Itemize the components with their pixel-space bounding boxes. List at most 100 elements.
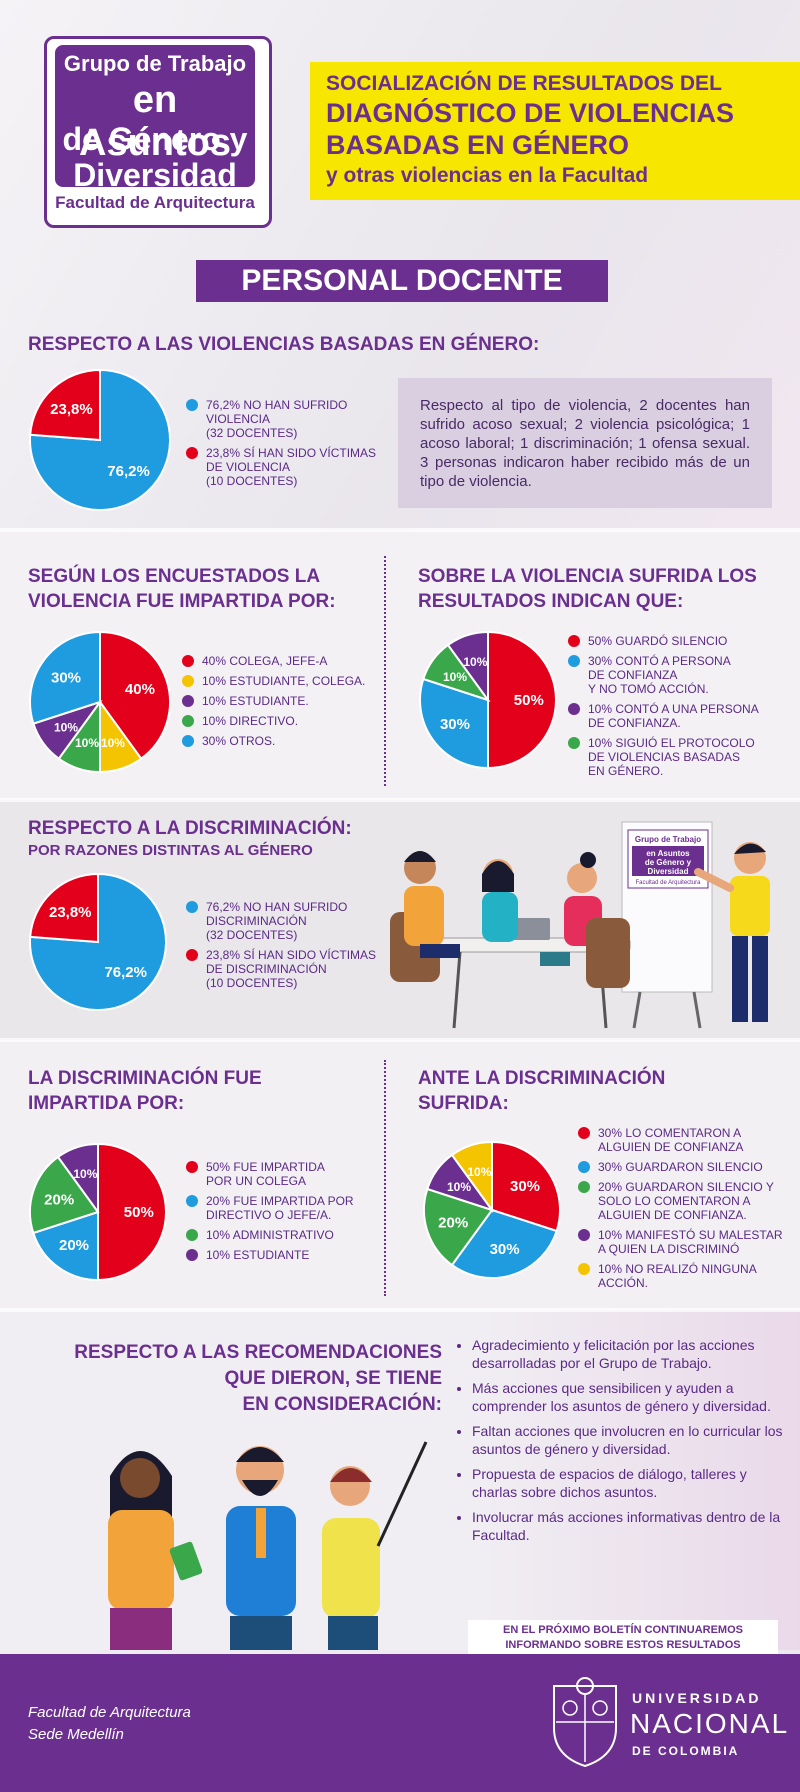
recommendations-heading-line-3: EN CONSIDERACIÓN:: [242, 1394, 442, 1415]
banner-line-4: y otras violencias en la Facultad: [326, 164, 649, 187]
table-leg: [452, 951, 462, 1029]
pie-slice: [29, 872, 167, 1011]
woman-2-top: [322, 1518, 380, 1618]
dotted-divider: [384, 556, 386, 786]
pie-slice: [450, 1208, 558, 1279]
board-logo-line-1: Grupo de Trabajo: [635, 835, 701, 844]
board-logo-badge: [632, 846, 704, 876]
banner-line-1: SOCIALIZACIÓN DE RESULTADOS DEL: [326, 72, 722, 95]
legend-swatch: [182, 735, 194, 747]
pie-slice: [419, 677, 489, 770]
legend-label: 30% LO COMENTARON A ALGUIEN DE CONFIANZA: [598, 1126, 744, 1154]
legend-item: 10% ESTUDIANTE: [186, 1248, 376, 1262]
recommendations-heading-line-2: QUE DIERON, SE TIENE: [224, 1368, 442, 1389]
legend-label: 10% DIRECTIVO.: [202, 714, 299, 728]
man-jacket: [226, 1506, 296, 1616]
pie-slice: [491, 1140, 561, 1233]
person-1-shirt: [404, 886, 444, 946]
campus-name: Sede Medellín: [28, 1726, 124, 1743]
legend-swatch: [568, 655, 580, 667]
man-pants: [230, 1616, 292, 1650]
pie-slice: [99, 630, 171, 761]
discriminacion-pie-chart: 76,2% 23,8%: [29, 872, 167, 1011]
pointer-stick: [376, 1441, 428, 1547]
pie-data-label: 20%: [44, 1191, 74, 1208]
disc-sufrida-heading-line-2: SUFRIDA:: [418, 1093, 509, 1114]
legend-item: 10% ESTUDIANTE, COLEGA.: [182, 674, 372, 688]
legend-label: 10% CONTÓ A UNA PERSONA DE CONFIANZA.: [588, 702, 759, 730]
board-logo-line-5: Facultad de Arquitectura: [635, 880, 701, 886]
legend-swatch: [578, 1263, 590, 1275]
person-2-shirt: [482, 892, 518, 942]
people-illustration: [108, 1441, 428, 1650]
legend-label: 76,2% NO HAN SUFRIDO VIOLENCIA (32 DOCEN…: [206, 398, 348, 440]
recommendation-item: Involucrar más acciones informativas den…: [472, 1508, 792, 1544]
pie-slice: [450, 1140, 493, 1214]
legend-swatch: [186, 901, 198, 913]
section-title: PERSONAL DOCENTE: [196, 260, 608, 302]
banner-line-2: DIAGNÓSTICO DE VIOLENCIAS: [326, 98, 735, 128]
section-divider: [0, 1038, 800, 1042]
legend-label: 10% ESTUDIANTE: [206, 1248, 310, 1262]
recommendations-heading-line-1: RESPECTO A LAS RECOMENDACIONES: [74, 1342, 442, 1363]
legend-item: 10% ADMINISTRATIVO: [186, 1228, 376, 1242]
discriminacion-heading: RESPECTO A LA DISCRIMINACIÓN:: [28, 818, 352, 839]
disc-sufrida-pie-chart: 30% 30% 20% 10%10%: [423, 1140, 561, 1279]
pie-data-label: 10%: [463, 655, 487, 669]
man-tie: [256, 1508, 266, 1558]
legend-item: 10% CONTÓ A UNA PERSONA DE CONFIANZA.: [568, 702, 788, 730]
recommendation-item: Más acciones que sensibilicen y ayuden a…: [472, 1379, 792, 1415]
person-1-hair: [404, 851, 436, 862]
legend-swatch: [186, 1249, 198, 1261]
legend-item: 30% GUARDARON SILENCIO: [578, 1160, 792, 1174]
logo-badge: Grupo de Trabajo en Asuntos de Género y …: [55, 45, 255, 193]
board-leg: [632, 991, 642, 1029]
legend-label: 20% FUE IMPARTIDA POR DIRECTIVO O JEFE/A…: [206, 1194, 354, 1222]
section-divider: [0, 1308, 800, 1312]
woman-1-face: [120, 1458, 160, 1498]
woman-2-hair: [330, 1468, 372, 1482]
pie-data-label: 10%: [75, 736, 99, 750]
next-bulletin-line-2: INFORMANDO SOBRE ESTOS RESULTADOS: [505, 1639, 741, 1651]
presenter-shirt: [730, 876, 770, 936]
legend-label: 40% COLEGA, JEFE-A: [202, 654, 328, 668]
legend-label: 23,8% SÍ HAN SIDO VÍCTIMAS DE VIOLENCIA …: [206, 446, 377, 488]
legend-item: 50% FUE IMPARTIDA POR UN COLEGA: [186, 1160, 376, 1188]
legend-item: 10% ESTUDIANTE.: [182, 694, 372, 708]
pie-slice: [29, 630, 101, 725]
legend-item: 10% MANIFESTÓ SU MALESTAR A QUIEN LA DIS…: [578, 1228, 792, 1256]
impartida-heading: SEGÚN LOS ENCUESTADOS LA VIOLENCIA FUE I…: [28, 564, 336, 614]
pie-slice: [29, 1155, 100, 1235]
legend-item: 50% GUARDÓ SILENCIO: [568, 634, 788, 648]
legend-label: 50% GUARDÓ SILENCIO: [588, 634, 728, 648]
disc-impartida-legend: 50% FUE IMPARTIDA POR UN COLEGA 20% FUE I…: [186, 1160, 376, 1268]
group-logo: Grupo de Trabajo en Asuntos de Género y …: [44, 36, 272, 228]
faculty-info: Facultad de Arquitectura Sede Medellín: [28, 1702, 191, 1746]
disc-impartida-heading-line-2: IMPARTIDA POR:: [28, 1093, 185, 1114]
board-leg: [692, 991, 702, 1029]
pie-data-label: 20%: [438, 1215, 468, 1232]
sufrida-legend: 50% GUARDÓ SILENCIO 30% CONTÓ A PERSONA D…: [568, 634, 788, 784]
legend-swatch: [186, 399, 198, 411]
legend-item: 20% FUE IMPARTIDA POR DIRECTIVO O JEFE/A…: [186, 1194, 376, 1222]
pie-data-label: 10%: [443, 670, 467, 684]
pie-data-label: 20%: [59, 1237, 89, 1254]
person-3-legs: [540, 952, 570, 966]
board-logo-line-3: de Género y: [645, 858, 692, 867]
legend-label: 10% NO REALIZÓ NINGUNA ACCIÓN.: [598, 1262, 757, 1290]
pie-slice: [32, 1210, 99, 1282]
pie-data-label: 50%: [124, 1204, 154, 1221]
meeting-illustration: Grupo de Trabajo en Asuntos de Género y …: [390, 821, 770, 1029]
woman-2-pants: [328, 1616, 378, 1650]
pie-slice: [446, 630, 489, 704]
disc-impartida-heading-line-1: LA DISCRIMINACIÓN FUE: [28, 1068, 262, 1089]
legend-item: 76,2% NO HAN SUFRIDO DISCRIMINACIÓN (32 …: [186, 900, 386, 942]
woman-1-skirt: [110, 1608, 172, 1650]
legend-swatch: [578, 1229, 590, 1241]
legend-label: 76,2% NO HAN SUFRIDO DISCRIMINACIÓN (32 …: [206, 900, 348, 942]
logo-line-2: en Asuntos: [79, 79, 231, 164]
legend-label: 30% GUARDARON SILENCIO: [598, 1160, 763, 1174]
legend-swatch: [568, 737, 580, 749]
legend-label: 10% SIGUIÓ EL PROTOCOLO DE VIOLENCIAS BA…: [588, 736, 755, 778]
legend-label: 50% FUE IMPARTIDA POR UN COLEGA: [206, 1160, 325, 1188]
